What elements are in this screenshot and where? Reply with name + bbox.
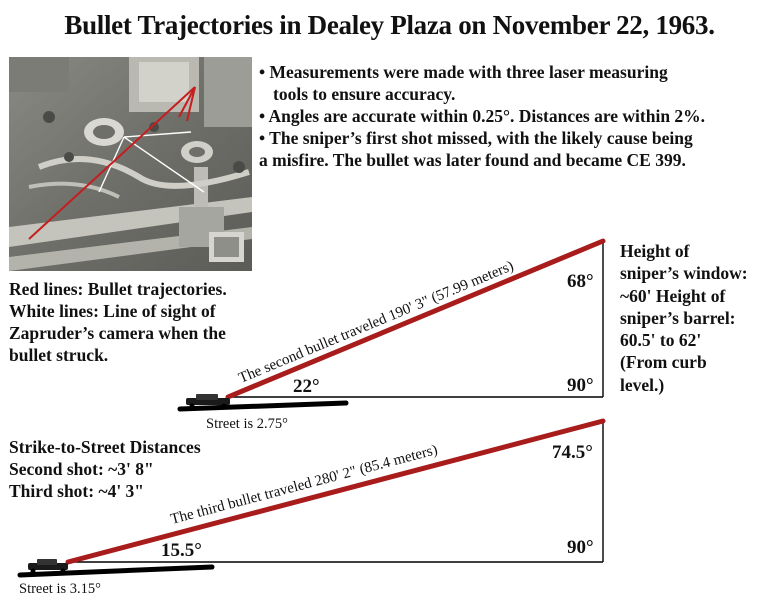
top-angle: 74.5° xyxy=(552,442,593,463)
trajectory-line xyxy=(225,238,606,400)
right-angle: 90° xyxy=(567,375,594,396)
aerial-photo xyxy=(9,57,252,271)
note-line: • The sniper’s first shot missed, with t… xyxy=(259,128,693,148)
legend-red: Red lines: Bullet trajectories. xyxy=(9,279,227,299)
height-note-line: Height of xyxy=(620,241,690,261)
page-title: Bullet Trajectories in Dealey Plaza on N… xyxy=(64,10,715,40)
street-label: Street is 3.15° xyxy=(19,581,101,597)
height-note: Height of sniper’s window: ~60' Height o… xyxy=(620,240,776,396)
height-note-line: sniper’s barrel: xyxy=(620,307,736,328)
legend-white-line: Zapruder’s camera when the xyxy=(9,323,226,343)
trajectory-label: The second bullet traveled 190' 3" (57.9… xyxy=(236,258,516,387)
base-angle: 22° xyxy=(293,376,320,397)
distance-second-shot: Second shot: ~3' 8" xyxy=(9,459,154,479)
top-angle: 68° xyxy=(567,271,594,292)
strike-distances: Strike-to-Street Distances Second shot: … xyxy=(9,436,269,502)
street-line xyxy=(17,564,215,578)
height-note-line: sniper’s window: xyxy=(620,263,748,284)
notes-list: • Measurements were made with three lase… xyxy=(259,61,774,171)
car-icon xyxy=(28,559,68,574)
right-angle: 90° xyxy=(567,537,594,558)
legend: Red lines: Bullet trajectories. White li… xyxy=(9,278,259,366)
street-line xyxy=(177,400,349,412)
note-line: • Angles are accurate within 0.25°. Dist… xyxy=(259,106,706,126)
base-angle: 15.5° xyxy=(161,540,202,561)
height-note-line: 60.5' to 62' xyxy=(620,330,702,351)
legend-white-line: White lines: Line of sight of xyxy=(9,301,216,321)
height-note-line: level.) xyxy=(620,374,665,395)
note-line: tools to ensure accuracy. xyxy=(273,84,456,104)
note-line: • Measurements were made with three lase… xyxy=(259,62,668,82)
distance-third-shot: Third shot: ~4' 3" xyxy=(9,481,145,501)
distances-heading: Strike-to-Street Distances xyxy=(9,437,201,457)
note-line: a misfire. The bullet was later found an… xyxy=(259,150,686,170)
legend-white-line: bullet struck. xyxy=(9,345,109,365)
car-icon xyxy=(186,394,230,409)
height-note-line: (From curb xyxy=(620,352,707,373)
street-label: Street is 2.75° xyxy=(206,416,288,432)
height-note-line: ~60' Height of xyxy=(620,285,726,306)
